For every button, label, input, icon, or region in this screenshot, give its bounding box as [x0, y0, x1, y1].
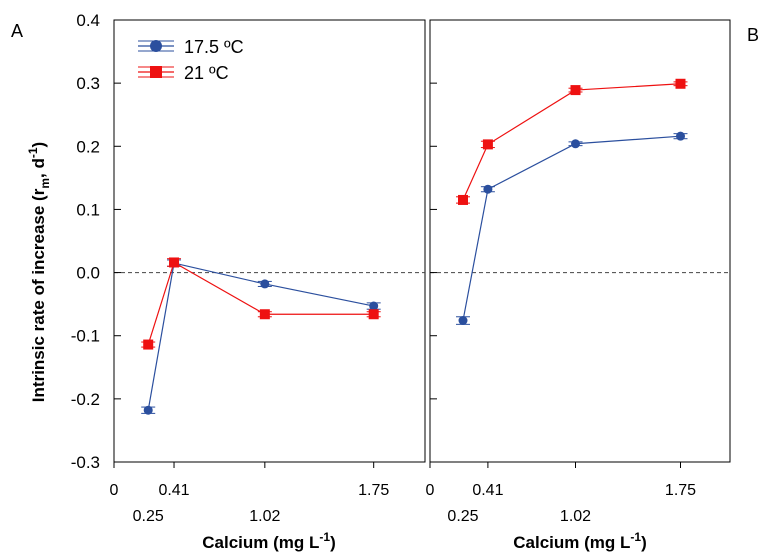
series-17-5-a-point [369, 301, 379, 311]
panel-frames [113, 19, 731, 468]
x-axis-title-b: Calcium (mg L-1) [513, 530, 646, 552]
x-tick-label-b: 0.41 [472, 482, 503, 499]
panel-frame-b [429, 19, 731, 463]
chart-text: -0.3 -0.2 -0.1 0.0 0.1 0.2 0.3 0.4 0 0.41 1.75 0.25… [71, 11, 696, 525]
y-axis-title: Intrinsic rate of increase (rm, d-1) [26, 142, 52, 402]
series-17-5-b-point [571, 139, 580, 149]
series-21-b-point [675, 78, 686, 89]
y-axis-title-end: ) [29, 142, 48, 148]
legend-label-17-5: 17.5 ºC [184, 37, 244, 57]
x-tick-label-a: 1.02 [249, 508, 280, 525]
series-21-b-point [458, 194, 468, 205]
y-tick-label: 0.0 [76, 264, 100, 283]
x-tick-label-a: 0.25 [133, 508, 164, 525]
series-17-5-b-line [462, 135, 681, 321]
panel-label-a: A [11, 21, 23, 41]
y-tick-label: -0.1 [71, 327, 100, 346]
y-axis-title-sub: m [38, 178, 52, 189]
series-lines [147, 83, 681, 411]
series-21-a-point [368, 309, 379, 320]
y-tick-label: 0.4 [76, 11, 100, 30]
series-21-a-line [147, 261, 374, 345]
legend-marker-21 [150, 66, 162, 78]
y-tick-label: 0.2 [76, 137, 100, 156]
x-tick-label-a: 0.41 [158, 482, 189, 499]
x-axis-title-b-sup: -1 [630, 530, 641, 544]
x-tick-label-b: 1.75 [665, 482, 696, 499]
y-axis-title-sup: -1 [26, 147, 40, 158]
x-tick-label-b: 0.25 [447, 508, 478, 525]
y-tick-label: 0.1 [76, 200, 100, 219]
x-tick-label-b: 0 [426, 482, 435, 499]
panel-label-b: B [747, 25, 759, 45]
x-axis-title-a-end: ) [330, 533, 336, 552]
series-17-5-b-point [458, 316, 468, 326]
series-markers [141, 78, 688, 415]
series-17-5-b-point [483, 184, 493, 194]
x-axis-title-b-main: Calcium (mg L [513, 533, 630, 552]
y-axis-title-mid: , d [29, 158, 48, 178]
x-axis-title-a-sup: -1 [319, 530, 330, 544]
series-17-5-b-point [676, 131, 685, 141]
x-axis-title-b-end: ) [641, 533, 647, 552]
y-tick-label: -0.3 [71, 453, 100, 472]
series-21-a-point [143, 339, 154, 350]
y-tick-label: -0.2 [71, 390, 100, 409]
x-axis-title-a: Calcium (mg L-1) [202, 530, 335, 552]
series-21-a-point [169, 257, 180, 268]
series-21-b-line [462, 83, 681, 201]
panel-frame-a [113, 19, 426, 463]
x-axis-title-a-main: Calcium (mg L [202, 533, 319, 552]
x-tick-label-a: 1.75 [358, 482, 389, 499]
legend: 17.5 ºC 21 ºC [138, 37, 244, 83]
series-21-b-point [482, 139, 493, 150]
x-tick-label-a: 0 [110, 482, 119, 499]
y-tick-label: 0.3 [76, 74, 100, 93]
series-17-5-a-line [147, 262, 374, 411]
legend-marker-17-5 [150, 40, 162, 52]
series-21-a-point [259, 309, 270, 320]
x-tick-label-b: 1.02 [560, 508, 591, 525]
series-17-5-a-point [143, 405, 153, 415]
series-17-5-a-point [260, 279, 270, 289]
legend-label-21: 21 ºC [184, 63, 229, 83]
y-axis-title-main: Intrinsic rate of increase (r [29, 188, 48, 402]
series-21-b-point [570, 85, 581, 96]
